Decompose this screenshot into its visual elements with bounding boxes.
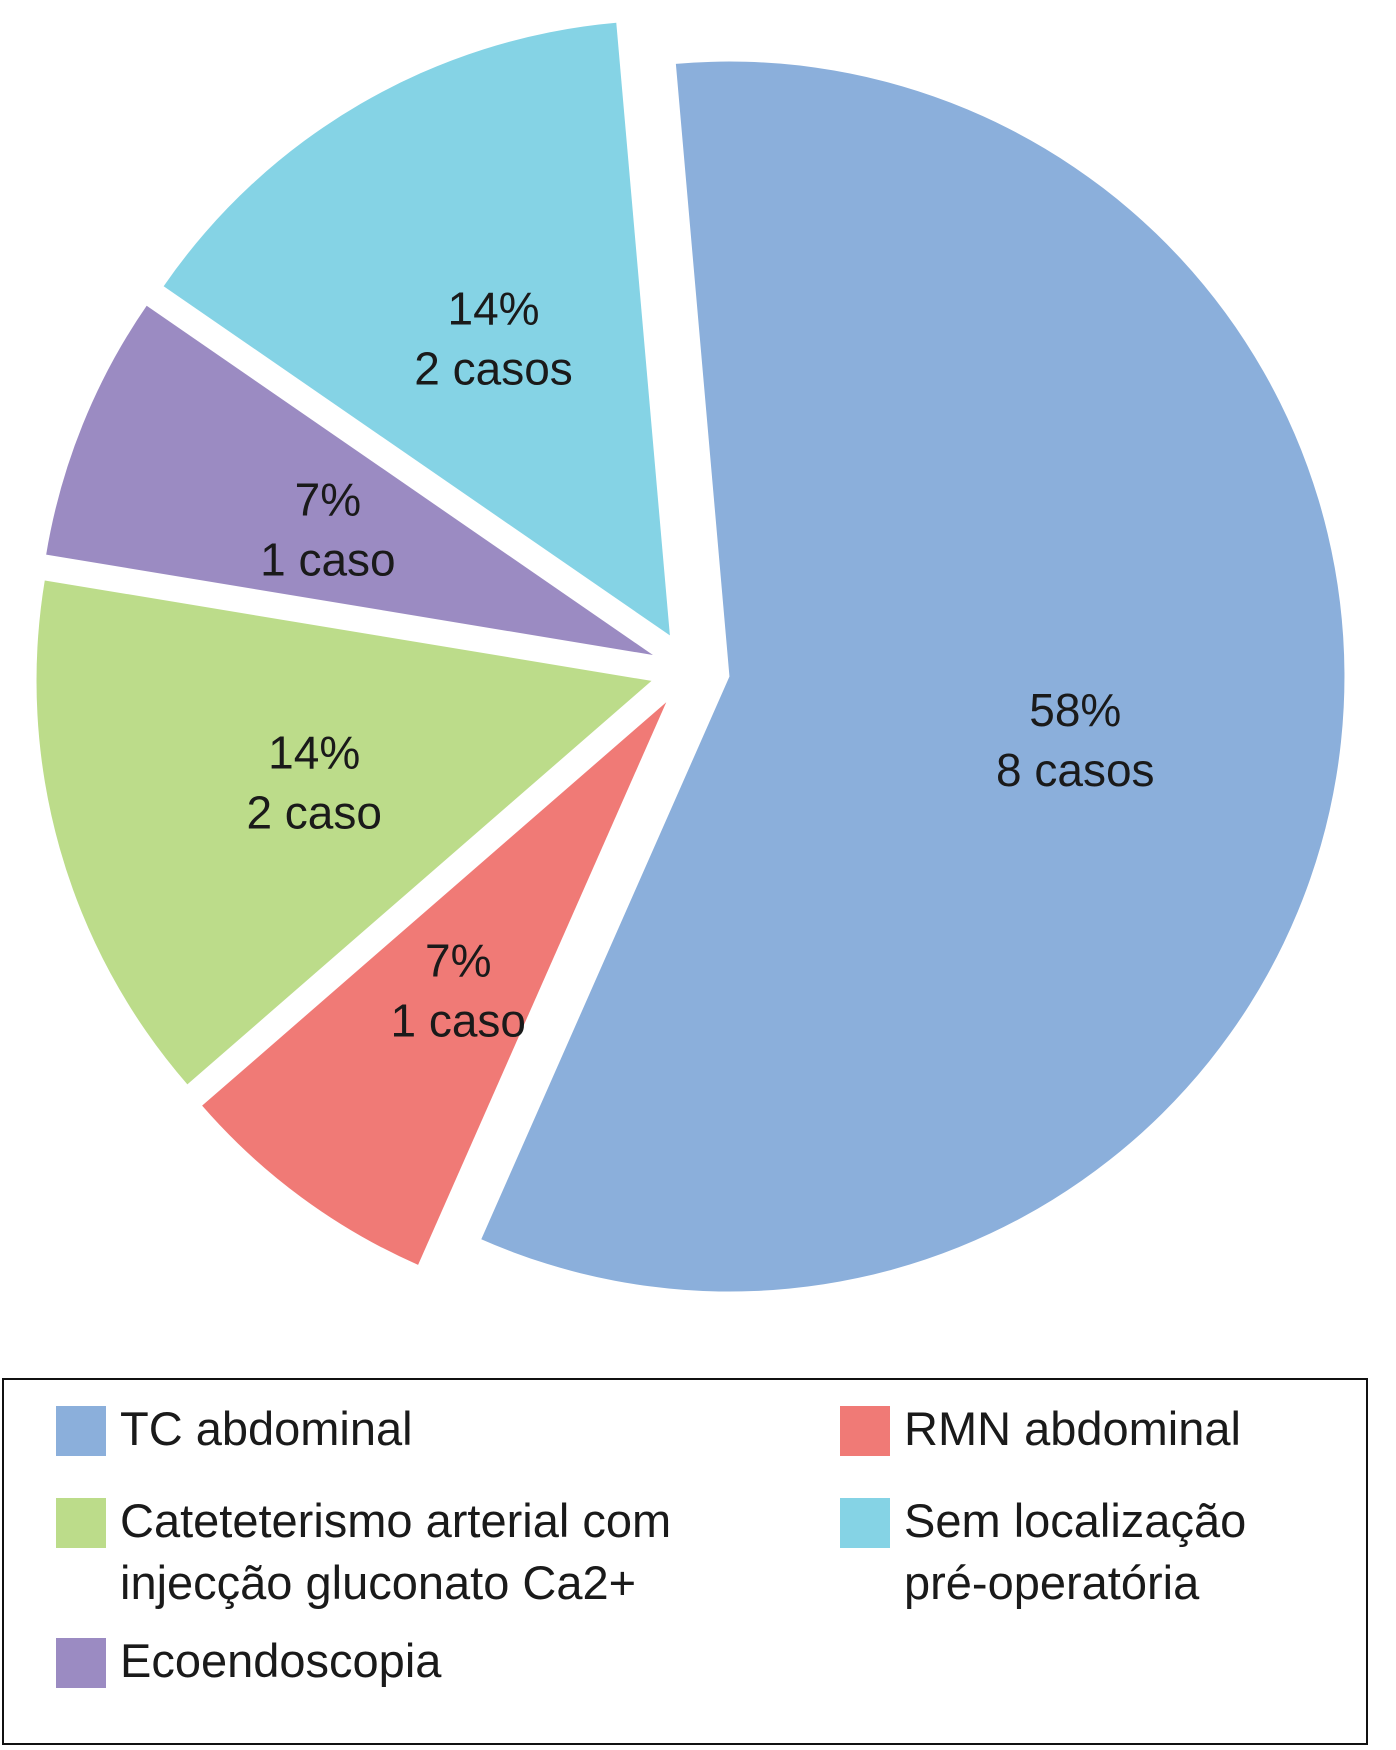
chart-legend: TC abdominal RMN abdominal Cateteterismo… bbox=[2, 1378, 1368, 1745]
pie-slice-ecoendoscopia bbox=[46, 305, 653, 656]
pie-slice-rmn-abdominal bbox=[202, 702, 667, 1265]
legend-swatch-rmn-abdominal bbox=[840, 1406, 890, 1456]
legend-item-ecoendoscopia: Ecoendoscopia bbox=[56, 1634, 441, 1692]
slice-percent-label-rmn-abdominal: 7% bbox=[425, 934, 491, 986]
legend-label-ecoendoscopia: Ecoendoscopia bbox=[120, 1634, 442, 1687]
pie-slice-catetererismo-arterial-com-injeccao-gluconato-ca2 bbox=[36, 580, 652, 1085]
legend-item-cateterismo: Cateteterismo arterial com injecção gluc… bbox=[56, 1494, 671, 1614]
legend-label-sem-localizacao-line1: Sem localização bbox=[904, 1494, 1247, 1547]
slice-count-label-rmn-abdominal: 1 caso bbox=[390, 994, 526, 1046]
legend-item-rmn-abdominal: RMN abdominal bbox=[840, 1402, 1241, 1460]
slice-percent-label-ecoendoscopia: 7% bbox=[295, 474, 361, 526]
slice-count-label-catetererismo-arterial-com-injeccao-gluconato-ca2: 2 caso bbox=[246, 786, 382, 838]
legend-item-sem-localizacao: Sem localização pré-operatória bbox=[840, 1494, 1246, 1614]
slice-count-label-sem-localizacao-pre-operatoria: 2 casos bbox=[414, 342, 573, 394]
legend-swatch-ecoendoscopia bbox=[56, 1638, 106, 1688]
legend-label-tc-abdominal: TC abdominal bbox=[120, 1402, 413, 1455]
legend-label-rmn-abdominal: RMN abdominal bbox=[904, 1402, 1241, 1455]
legend-label-cateterismo-line2: injecção gluconato Ca2+ bbox=[120, 1556, 637, 1609]
slice-percent-label-catetererismo-arterial-com-injeccao-gluconato-ca2: 14% bbox=[268, 726, 360, 778]
pie-chart: 58% 8 casos 7% 1 caso 14% 2 caso 7% 1 caso 14% 2 … bbox=[36, 22, 1345, 1292]
slice-count-label-tc-abdominal: 8 casos bbox=[996, 744, 1155, 796]
pie-slice-tc-abdominal bbox=[481, 61, 1345, 1292]
slice-percent-label-sem-localizacao-pre-operatoria: 14% bbox=[448, 282, 540, 334]
pie-slice-sem-localizacao-pre-operatoria bbox=[163, 22, 670, 636]
legend-label-sem-localizacao-line2: pré-operatória bbox=[904, 1556, 1200, 1609]
slice-percent-label-tc-abdominal: 58% bbox=[1029, 684, 1121, 736]
legend-swatch-sem-localizacao bbox=[840, 1498, 890, 1548]
legend-swatch-cateterismo bbox=[56, 1498, 106, 1548]
legend-item-tc-abdominal: TC abdominal bbox=[56, 1402, 413, 1460]
legend-label-cateterismo-line1: Cateteterismo arterial com bbox=[120, 1494, 672, 1547]
legend-swatch-tc-abdominal bbox=[56, 1406, 106, 1456]
slice-count-label-ecoendoscopia: 1 caso bbox=[260, 534, 396, 586]
